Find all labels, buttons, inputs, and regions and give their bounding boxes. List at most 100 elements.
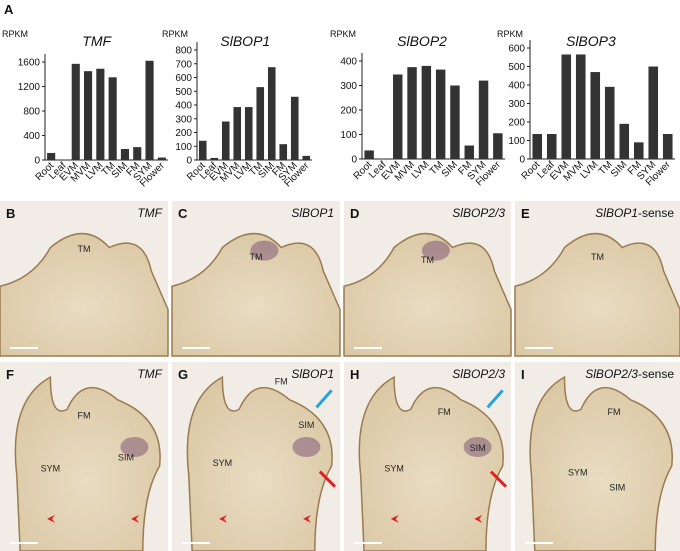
bar	[302, 155, 311, 160]
red-arrowhead	[47, 514, 56, 523]
panel-gene: SlBOP1	[291, 367, 334, 381]
bar	[493, 133, 503, 159]
bar	[478, 80, 489, 159]
bar	[157, 157, 166, 160]
blue-arrow	[486, 389, 504, 409]
bar	[47, 152, 56, 160]
micrograph-tissue	[14, 375, 161, 551]
red-arrow	[489, 470, 508, 488]
y-tick-label: 0	[34, 156, 40, 167]
tissue-label: SYM	[41, 464, 61, 474]
bar	[590, 72, 601, 159]
chart-title: SlBOP1	[220, 33, 270, 49]
y-axis-label: RPKM	[330, 29, 356, 39]
stain	[292, 437, 321, 458]
bar	[290, 96, 299, 160]
micrograph-tissue	[514, 232, 680, 357]
tissue-label: SYM	[384, 464, 404, 474]
chart-title: SlBOP2	[397, 33, 447, 49]
tissue-label: FM	[438, 407, 451, 417]
bar	[561, 54, 572, 159]
micrograph-tissue	[0, 232, 169, 357]
chart-title: SlBOP3	[566, 33, 616, 49]
blue-arrow	[315, 389, 333, 409]
tissue	[529, 375, 673, 551]
bar	[546, 134, 557, 159]
y-tick-label: 1200	[18, 82, 41, 93]
gene-suffix: -sense	[638, 367, 674, 381]
bar	[407, 67, 417, 159]
y-tick-label: 200	[340, 106, 357, 117]
panel-letter: H	[350, 367, 359, 382]
tissue-label: FM	[78, 411, 91, 421]
y-axis-label: RPKM	[162, 29, 188, 39]
panel-letter: D	[350, 206, 359, 221]
bar	[279, 144, 288, 160]
panel-gene: SlBOP2/3	[452, 206, 505, 220]
bar	[435, 69, 446, 159]
red-arrow	[318, 470, 337, 488]
figure-label: A	[4, 2, 14, 17]
tissue-label: SIM	[118, 452, 134, 462]
panel-letter: B	[6, 206, 15, 221]
bar	[450, 85, 460, 159]
tissue-label: TM	[78, 244, 91, 254]
gene-name: SlBOP1	[291, 367, 334, 381]
y-tick-label: 0	[519, 155, 525, 166]
gene-name: SlBOP2/3	[452, 367, 505, 381]
bar	[604, 86, 615, 159]
tissue-label: TM	[250, 252, 263, 262]
gene-name: SlBOP1	[291, 206, 334, 220]
tissue-label: SIM	[609, 483, 625, 493]
bar	[133, 147, 142, 160]
y-tick-label: 400	[23, 131, 40, 142]
y-tick-label: 1600	[18, 58, 41, 69]
tissue-label: TM	[421, 255, 434, 265]
y-tick-label: 600	[175, 73, 192, 84]
micrograph-tissue	[529, 375, 673, 551]
bar	[532, 134, 543, 159]
bar	[662, 134, 673, 159]
bar	[393, 74, 403, 159]
y-tick-label: 700	[175, 59, 192, 70]
bar	[619, 123, 630, 159]
y-tick-label: 300	[175, 114, 192, 125]
tissue-label: TM	[591, 252, 604, 262]
panel-gene: TMF	[137, 206, 162, 220]
y-axis-label: RPKM	[497, 29, 523, 39]
gene-name: SlBOP2/3	[585, 367, 638, 381]
red-arrowhead	[131, 514, 140, 523]
stain	[250, 240, 279, 261]
tissue-label: SYM	[568, 467, 588, 477]
bar	[83, 71, 93, 160]
y-tick-label: 800	[23, 107, 40, 118]
y-tick-label: 400	[508, 81, 525, 92]
chart-title: TMF	[82, 33, 112, 49]
y-tick-label: 300	[340, 81, 357, 92]
tissue	[514, 232, 680, 357]
bar	[267, 67, 276, 160]
panel-letter: C	[178, 206, 188, 221]
y-tick-label: 500	[508, 62, 525, 73]
bar	[648, 66, 659, 159]
y-tick-label: 800	[175, 46, 192, 57]
panel-letter: I	[521, 367, 525, 382]
bar	[421, 65, 432, 159]
y-tick-label: 400	[340, 57, 357, 68]
micrograph-tissue	[171, 232, 341, 357]
bar	[244, 107, 253, 160]
panel-letter: F	[6, 367, 14, 382]
y-tick-label: 300	[508, 99, 525, 110]
red-arrowhead	[303, 514, 312, 523]
panel-gene: SlBOP1-sense	[595, 206, 674, 220]
tissue	[343, 232, 512, 357]
gene-name: TMF	[137, 206, 162, 220]
bar	[464, 145, 474, 159]
y-axis-label: RPKM	[2, 29, 28, 39]
bar	[145, 60, 154, 160]
panel-gene: SlBOP1	[291, 206, 334, 220]
y-tick-label: 100	[508, 136, 525, 147]
bar	[71, 63, 80, 160]
tissue-label: SYM	[213, 458, 233, 468]
